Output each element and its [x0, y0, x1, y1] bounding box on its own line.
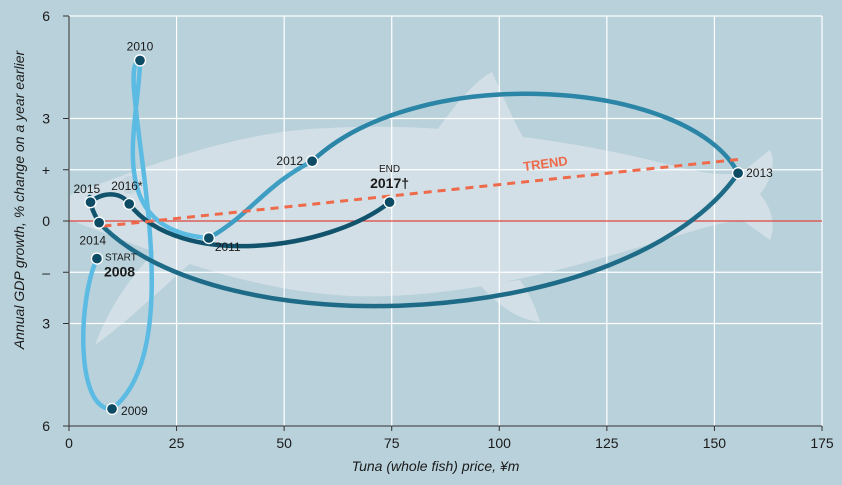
end-label: END [379, 164, 400, 175]
point-label: 2015 [74, 182, 101, 196]
data-point [383, 196, 396, 209]
y-axis-title: Annual GDP growth, % change on a year ea… [11, 50, 27, 351]
y-tick-label: 0 [42, 213, 50, 229]
fish-body [70, 126, 773, 297]
curve-segment [126, 199, 392, 249]
point-label: 2008 [104, 264, 135, 280]
curve-segment [81, 256, 115, 412]
point-label: 2009 [121, 404, 148, 418]
fish-dorsal-fin [430, 72, 525, 140]
x-tick-label: 125 [595, 435, 619, 451]
x-tick-label: 50 [276, 435, 292, 451]
data-point [133, 54, 147, 67]
data-point [305, 155, 319, 168]
data-point [105, 402, 119, 416]
data-points [84, 54, 745, 416]
x-tick-label: 150 [703, 435, 727, 451]
fish-illustration [70, 72, 773, 345]
x-tick-label: 175 [810, 435, 834, 451]
x-tick-label: 75 [384, 435, 400, 451]
y-tick-label: 6 [42, 8, 50, 24]
x-tick-label: 25 [169, 435, 185, 451]
curve-segment [96, 170, 741, 309]
x-axis-title: Tuna (whole fish) price, ¥m [352, 458, 520, 474]
point-label: 2013 [746, 166, 773, 180]
point-label: 2012 [276, 154, 303, 168]
curve-segment [130, 58, 212, 241]
point-label: 2014 [79, 234, 106, 248]
data-point [92, 216, 106, 229]
grid [69, 15, 823, 426]
point-label: 2011 [215, 240, 241, 254]
data-point [202, 231, 215, 245]
curve-segment [206, 158, 315, 241]
point-label: 2017† [370, 175, 409, 191]
y-tick-label: 3 [42, 316, 50, 332]
x-tick-label: 0 [65, 435, 73, 451]
y-tick-label: + [42, 162, 50, 178]
x-tick-label: 100 [488, 435, 512, 451]
point-labels: START END 2008 2009 2010 2011 2012 2013 2014 20… [74, 39, 774, 418]
data-point [90, 252, 104, 265]
fish-pectoral-fin [95, 238, 200, 345]
trend-label: TREND [522, 153, 568, 174]
data-point [84, 196, 97, 209]
y-tick-label: 3 [42, 111, 50, 127]
data-point [731, 167, 745, 180]
trend-group: TREND [103, 153, 739, 228]
axes: 0 25 50 75 100 125 150 175 6 3 +0 – 3 6 [42, 8, 834, 451]
y-tick-label: 6 [42, 418, 50, 434]
data-point [123, 197, 136, 211]
point-label: 2010 [127, 39, 154, 53]
y-tick-label: – [42, 264, 50, 280]
point-label: 2016* [111, 179, 143, 193]
curve-segment [309, 91, 741, 176]
start-label: START [105, 253, 137, 264]
